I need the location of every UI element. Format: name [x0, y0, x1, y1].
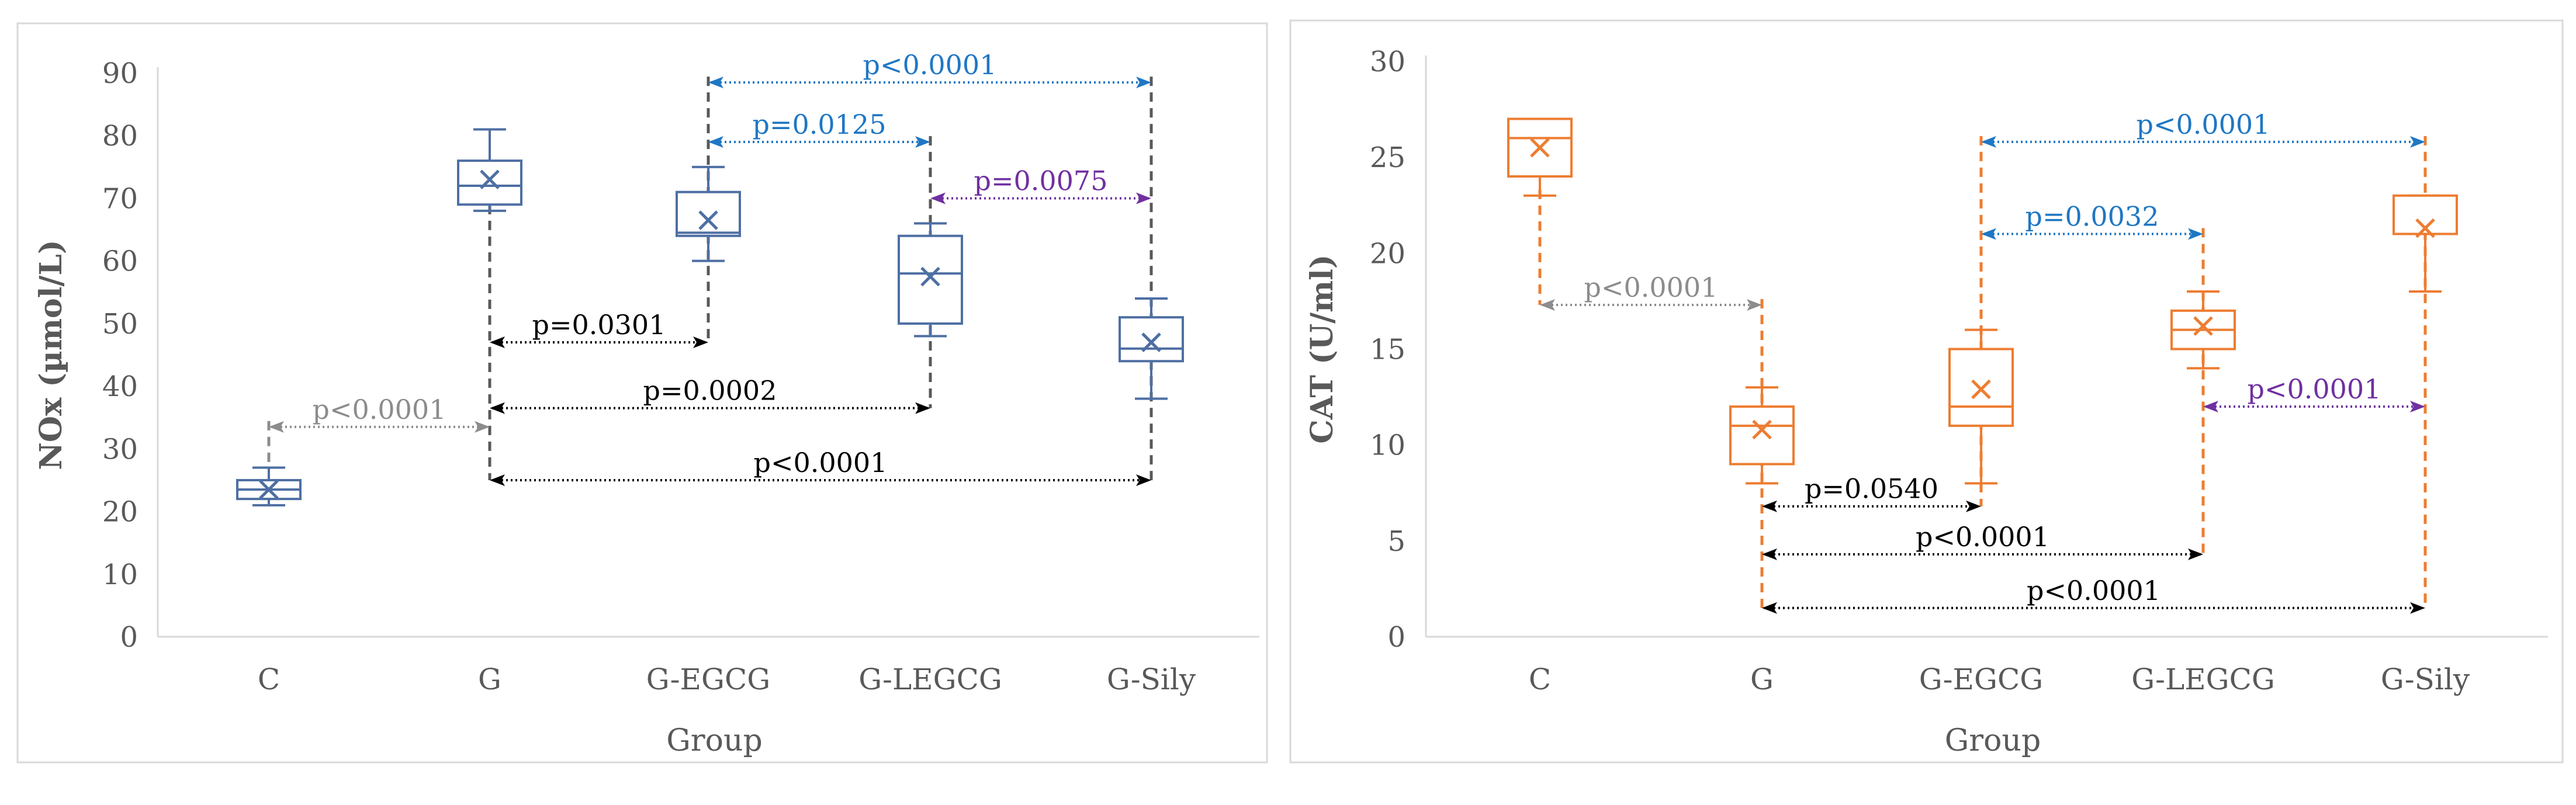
comparison-bracket: p<0.0001 — [1981, 109, 2425, 148]
comparison-bracket: p=0.0125 — [708, 109, 930, 148]
x-tick-label: G-Sily — [1107, 662, 1196, 696]
p-value-label: p=0.0002 — [643, 375, 777, 407]
p-value-label: p<0.0001 — [1916, 521, 2049, 553]
mean-marker — [698, 210, 718, 230]
comparison-bracket: p<0.0001 — [2203, 373, 2425, 412]
x-tick-label: G-EGCG — [1919, 662, 2043, 696]
p-value-label: p<0.0001 — [1584, 272, 1718, 303]
p-value-label: p<0.0001 — [2027, 575, 2160, 606]
x-tick-label: G — [478, 662, 501, 696]
box-g-legcg — [2170, 290, 2236, 370]
y-tick-label: 90 — [102, 57, 138, 90]
box-iqr — [898, 234, 963, 325]
mean-marker — [1530, 137, 1550, 158]
box-iqr — [676, 190, 741, 237]
comparison-bracket: p=0.0032 — [1981, 201, 2203, 240]
mean-marker — [1971, 379, 1991, 400]
box-g-egcg — [1948, 328, 2014, 485]
y-tick-label: 50 — [102, 308, 138, 341]
x-tick-label: G-LEGCG — [858, 662, 1002, 696]
y-tick-label: 30 — [102, 433, 138, 466]
chart-frame — [16, 22, 1268, 764]
p-value-label: p<0.0001 — [313, 394, 446, 425]
x-tick-label: G-Sily — [2381, 662, 2470, 696]
y-tick-label: 10 — [1370, 429, 1405, 462]
p-value-label: p=0.0125 — [753, 109, 887, 140]
x-tick-label: C — [258, 662, 280, 696]
p-value-label: p=0.0075 — [974, 165, 1108, 196]
y-tick-label: 40 — [102, 370, 138, 403]
y-tick-label: 80 — [102, 120, 138, 152]
mean-marker — [920, 266, 940, 287]
y-tick-label: 70 — [102, 182, 138, 215]
comparison-bracket: p<0.0001 — [708, 49, 1151, 89]
x-axis-title: Group — [666, 723, 762, 758]
y-tick-label: 0 — [120, 621, 138, 654]
comparison-bracket: p<0.0001 — [1762, 521, 2203, 560]
y-tick-label: 15 — [1370, 334, 1405, 366]
box-g-sily — [2393, 194, 2458, 293]
mean-marker — [1141, 332, 1161, 352]
comparison-bracket: p=0.0002 — [490, 375, 930, 414]
y-tick-label: 20 — [1370, 237, 1405, 270]
p-value-label: p=0.0301 — [532, 309, 666, 341]
box-g — [457, 128, 522, 212]
p-value-label: p<0.0001 — [754, 447, 888, 478]
box-g-egcg — [676, 165, 741, 262]
mean-marker — [259, 480, 279, 499]
p-value-label: p<0.0001 — [2248, 373, 2381, 405]
x-tick-label: G-EGCG — [646, 662, 770, 696]
comparison-bracket: p<0.0001 — [1540, 272, 1762, 311]
y-tick-label: 20 — [102, 496, 138, 529]
mean-marker — [2415, 218, 2435, 238]
cat-chart-panel: 0 5 10 15 20 25 30 C G G-EGCG G-LEGCG G-Sily Group CA… — [1289, 19, 2564, 764]
mean-marker — [1752, 419, 1772, 440]
comparison-bracket: p<0.0001 — [1762, 575, 2425, 614]
p-value-label: p=0.0032 — [2026, 201, 2159, 233]
comparison-bracket: p<0.0001 — [490, 447, 1151, 486]
comparison-bracket: p=0.0075 — [930, 165, 1151, 204]
p-value-label: p=0.0540 — [1805, 473, 1938, 505]
box-c — [1507, 117, 1573, 197]
y-tick-label: 5 — [1387, 525, 1405, 558]
x-tick-label: C — [1529, 662, 1551, 696]
y-tick-label: 25 — [1370, 141, 1405, 174]
box-c — [236, 466, 302, 506]
comparison-bracket: p=0.0301 — [490, 309, 708, 349]
comparison-bracket: p=0.0540 — [1762, 473, 1981, 512]
y-axis-title: NOx (µmol/L) — [33, 240, 69, 470]
box-g-legcg — [898, 222, 963, 338]
y-tick-label: 0 — [1387, 621, 1405, 654]
x-tick-label: G-LEGCG — [2131, 662, 2275, 696]
box-g — [1729, 386, 1795, 485]
x-axis-title: Group — [1945, 723, 2041, 758]
box-iqr — [1119, 316, 1184, 363]
y-tick-label: 30 — [1370, 46, 1405, 78]
box-g-sily — [1119, 297, 1184, 400]
p-value-label: p<0.0001 — [2137, 109, 2270, 140]
nox-chart-panel: 0 10 20 30 40 50 60 70 80 90 C G G-EGCG G-LEGCG G-Sily… — [16, 22, 1268, 764]
box-iqr — [457, 159, 522, 206]
box-iqr — [1729, 405, 1795, 466]
box-iqr — [2393, 194, 2458, 235]
y-tick-label: 60 — [102, 245, 138, 278]
y-axis-title: CAT (U/ml) — [1304, 254, 1340, 443]
mean-marker — [480, 169, 500, 190]
p-value-label: p<0.0001 — [863, 49, 997, 81]
mean-marker — [2193, 316, 2213, 336]
comparison-bracket: p<0.0001 — [269, 394, 490, 433]
x-tick-label: G — [1750, 662, 1774, 696]
y-tick-label: 10 — [102, 558, 138, 591]
